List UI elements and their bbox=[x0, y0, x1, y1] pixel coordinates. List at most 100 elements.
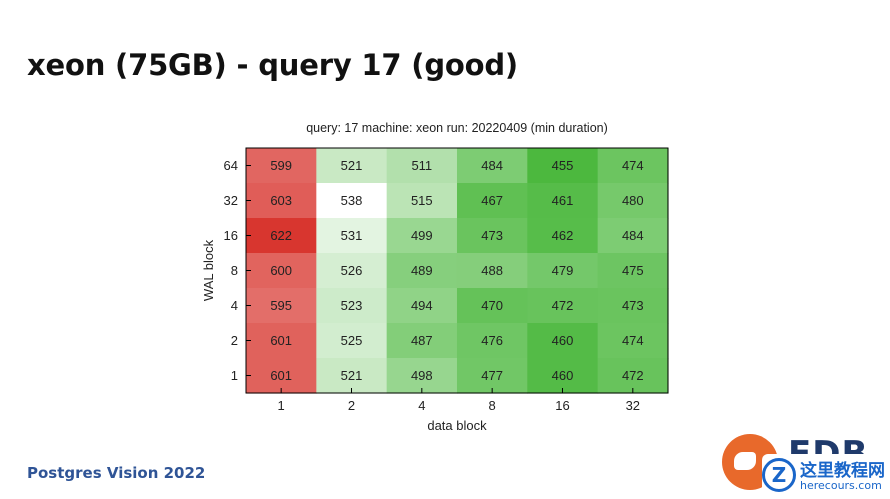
heatmap-cell-label: 462 bbox=[552, 228, 574, 243]
heatmap-cell-label: 473 bbox=[622, 298, 644, 313]
heatmap-cell-label: 472 bbox=[552, 298, 574, 313]
y-tick-label: 16 bbox=[224, 228, 238, 243]
edb-logo: EDB Z 这里教程网 herecours.com bbox=[722, 432, 890, 499]
heatmap-cell-label: 600 bbox=[270, 263, 292, 278]
heatmap-cell bbox=[246, 358, 317, 394]
heatmap-cell bbox=[386, 323, 458, 359]
heatmap-cell bbox=[386, 358, 458, 394]
heatmap-cell bbox=[386, 183, 458, 219]
slide-title: xeon (75GB) - query 17 (good) bbox=[27, 48, 518, 82]
heatmap-cell-label: 622 bbox=[270, 228, 292, 243]
heatmap-cell bbox=[527, 323, 599, 359]
heatmap-cell bbox=[527, 288, 599, 324]
heatmap-cell-label: 479 bbox=[552, 263, 574, 278]
y-tick-label: 32 bbox=[224, 193, 238, 208]
heatmap-cell-label: 601 bbox=[270, 368, 292, 383]
heatmap-cell bbox=[386, 148, 458, 184]
heatmap-cell bbox=[597, 148, 669, 184]
heatmap-cell-label: 511 bbox=[411, 158, 432, 173]
heatmap-cell-label: 460 bbox=[552, 333, 574, 348]
watermark-title: 这里教程网 bbox=[800, 461, 885, 481]
heatmap-cell-label: 455 bbox=[552, 158, 574, 173]
heatmap-cell-label: 474 bbox=[622, 158, 644, 173]
heatmap-cell-label: 460 bbox=[552, 368, 574, 383]
heatmap-cell bbox=[527, 218, 599, 254]
heatmap-cell bbox=[386, 253, 458, 289]
x-tick-label: 32 bbox=[626, 398, 640, 413]
heatmap-cell-label: 494 bbox=[411, 298, 433, 313]
x-tick-label: 4 bbox=[418, 398, 425, 413]
heatmap-cell-label: 599 bbox=[270, 158, 292, 173]
heatmap-cell-label: 484 bbox=[481, 158, 503, 173]
x-tick-label: 2 bbox=[348, 398, 355, 413]
heatmap-cell-label: 480 bbox=[622, 193, 644, 208]
heatmap-cell-label: 525 bbox=[341, 333, 363, 348]
y-axis-label: WAL block bbox=[201, 239, 216, 301]
heatmap-cell bbox=[386, 218, 458, 254]
x-tick-label: 1 bbox=[278, 398, 285, 413]
heatmap-cell-label: 521 bbox=[341, 368, 363, 383]
heatmap-cell-label: 523 bbox=[341, 298, 363, 313]
heatmap-cell bbox=[316, 148, 388, 184]
heatmap-cell-label: 526 bbox=[341, 263, 363, 278]
x-axis-label: data block bbox=[427, 418, 487, 433]
y-tick-label: 1 bbox=[231, 368, 238, 383]
y-axis-ticks: 64 32 16 8 4 2 1 bbox=[224, 158, 251, 383]
heatmap-cell-label: 472 bbox=[622, 368, 644, 383]
watermark-url: herecours.com bbox=[800, 479, 882, 492]
heatmap-cell bbox=[597, 288, 669, 324]
heatmap-cell bbox=[456, 183, 528, 219]
heatmap-cell bbox=[316, 253, 388, 289]
heatmap-cell-label: 470 bbox=[481, 298, 503, 313]
heatmap-cell bbox=[456, 218, 528, 254]
heatmap-cell bbox=[246, 148, 317, 184]
heatmap-cell bbox=[527, 253, 599, 289]
x-tick-label: 16 bbox=[555, 398, 569, 413]
heatmap-cell-label: 476 bbox=[481, 333, 503, 348]
heatmap-cell bbox=[246, 253, 317, 289]
heatmap-cell-label: 595 bbox=[270, 298, 292, 313]
heatmap-cell-label: 515 bbox=[411, 193, 433, 208]
heatmap-cell bbox=[316, 288, 388, 324]
x-axis-ticks: 1 2 4 8 16 32 bbox=[278, 388, 640, 413]
heatmap-cell bbox=[456, 148, 528, 184]
heatmap-cell-label: 484 bbox=[622, 228, 644, 243]
heatmap-cell-label: 477 bbox=[481, 368, 503, 383]
heatmap-cell bbox=[246, 288, 317, 324]
heatmap-cell bbox=[456, 358, 528, 394]
heatmap-cell bbox=[597, 253, 669, 289]
heatmap-cell-label: 473 bbox=[481, 228, 503, 243]
heatmap-cell-label: 489 bbox=[411, 263, 433, 278]
heatmap-cell-label: 538 bbox=[341, 193, 363, 208]
heatmap-cell bbox=[456, 253, 528, 289]
heatmap-cell bbox=[597, 218, 669, 254]
chart-title: query: 17 machine: xeon run: 20220409 (m… bbox=[306, 121, 608, 135]
heatmap-cell-label: 498 bbox=[411, 368, 433, 383]
heatmap-cell-label: 603 bbox=[270, 193, 292, 208]
heatmap-cell-label: 467 bbox=[481, 193, 503, 208]
heatmap-cell bbox=[456, 323, 528, 359]
heatmap-cell bbox=[527, 183, 599, 219]
y-tick-label: 4 bbox=[231, 298, 238, 313]
heatmap-cell-label: 487 bbox=[411, 333, 433, 348]
heatmap-cell bbox=[597, 183, 669, 219]
heatmap-cell bbox=[597, 323, 669, 359]
heatmap-cell-label: 461 bbox=[552, 193, 574, 208]
heatmap-cell bbox=[316, 323, 388, 359]
heatmap-cell-label: 475 bbox=[622, 263, 644, 278]
heatmap-cell bbox=[386, 288, 458, 324]
heatmap-cell bbox=[527, 358, 599, 394]
footer-text: Postgres Vision 2022 bbox=[27, 464, 206, 482]
watermark-icon: Z bbox=[762, 458, 796, 492]
y-tick-label: 8 bbox=[231, 263, 238, 278]
heatmap-cell bbox=[316, 183, 388, 219]
heatmap-cell-labels: 599 521 511 484 455 474 603 538 515 467 461 480 622 5… bbox=[270, 158, 643, 383]
heatmap-cell bbox=[597, 358, 669, 394]
heatmap-cell bbox=[246, 323, 317, 359]
watermark: Z 这里教程网 herecours.com bbox=[762, 454, 888, 498]
heatmap-cells bbox=[246, 148, 669, 394]
heatmap-cell bbox=[316, 218, 388, 254]
y-tick-label: 2 bbox=[231, 333, 238, 348]
heatmap-cell bbox=[246, 183, 317, 219]
